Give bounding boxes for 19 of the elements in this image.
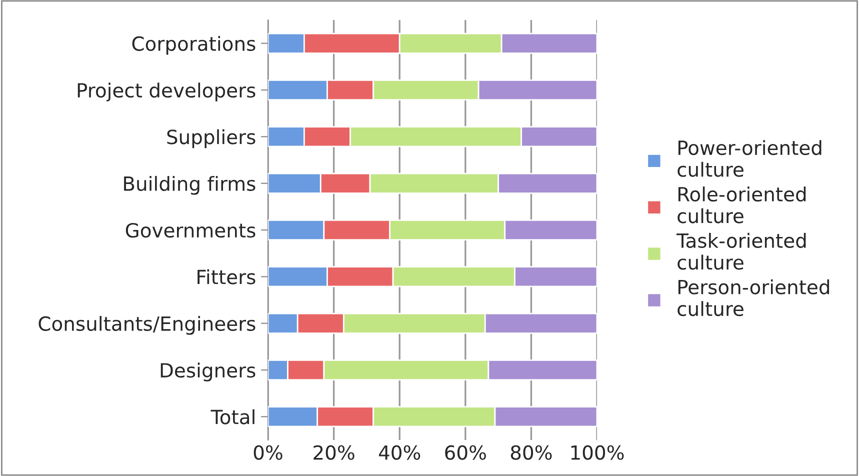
x-tick-label: 40% — [378, 445, 420, 460]
y-tick-label: Designers — [160, 362, 256, 382]
x-tick-label: 60% — [445, 445, 486, 460]
y-tick-label: Total — [210, 409, 254, 424]
y-tick-label: Consultants/Engineers — [38, 316, 256, 335]
y-tick-label: Fitters — [198, 269, 256, 284]
x-tick-label: 0% — [254, 445, 282, 460]
x-tick-label: 100% — [571, 445, 624, 460]
x-tick-label: 80% — [510, 445, 552, 460]
y-tick-label: Building firms — [124, 176, 256, 195]
y-tick-label: Corporations — [132, 36, 256, 55]
legend-label: Role-oriented culture — [678, 186, 806, 224]
y-tick-label: Project developers — [78, 82, 256, 102]
legend-label: Task-oriented culture — [676, 232, 806, 270]
x-tick-label: 20% — [314, 445, 354, 460]
legend-label: Power-oriented culture — [678, 140, 822, 177]
y-tick-label: Governments — [126, 222, 256, 238]
y-tick-label: Suppliers — [167, 129, 256, 148]
legend-label: Person-oriented culture — [678, 279, 830, 316]
